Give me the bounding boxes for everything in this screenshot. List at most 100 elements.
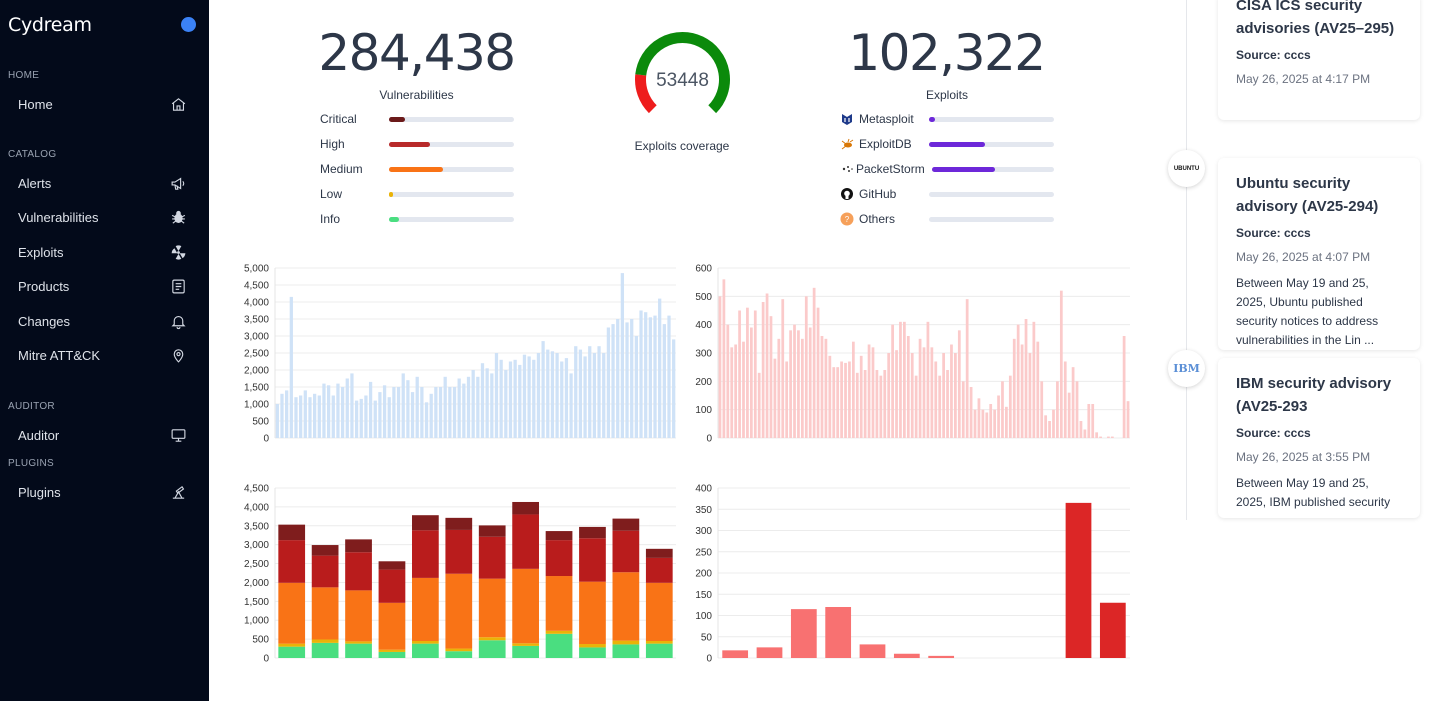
bar-segment[interactable]: [311, 555, 339, 588]
bar[interactable]: [644, 312, 648, 438]
bar-segment[interactable]: [579, 647, 606, 658]
bar[interactable]: [1020, 344, 1024, 439]
bar[interactable]: [401, 373, 405, 438]
bar[interactable]: [494, 353, 499, 438]
bar[interactable]: [373, 400, 377, 438]
bar[interactable]: [816, 307, 820, 438]
severity-row-low[interactable]: Low: [320, 185, 520, 203]
bar[interactable]: [420, 387, 424, 438]
card-title[interactable]: Ubuntu security advisory (AV25-294): [1236, 175, 1379, 215]
bar-segment[interactable]: [512, 514, 539, 569]
bar-segment[interactable]: [512, 568, 539, 644]
bar-segment[interactable]: [412, 530, 439, 578]
bar[interactable]: [1044, 415, 1048, 438]
bar-segment[interactable]: [612, 572, 640, 641]
bar[interactable]: [578, 349, 583, 438]
bar[interactable]: [317, 395, 321, 439]
bar-segment[interactable]: [278, 524, 306, 541]
bar[interactable]: [973, 409, 977, 438]
severity-row-high[interactable]: High: [320, 135, 520, 153]
bar-segment[interactable]: [412, 641, 439, 644]
bar-segment[interactable]: [278, 540, 306, 583]
bar[interactable]: [424, 402, 429, 438]
bar[interactable]: [836, 367, 840, 438]
sidebar-item-vulnerabilities[interactable]: Vulnerabilities: [0, 201, 209, 233]
severity-row-info[interactable]: Info: [320, 210, 520, 228]
bar[interactable]: [722, 279, 726, 438]
bar[interactable]: [359, 398, 363, 438]
bar[interactable]: [588, 346, 592, 438]
bar[interactable]: [620, 273, 625, 438]
bar[interactable]: [883, 370, 887, 438]
bar[interactable]: [777, 338, 781, 438]
bar[interactable]: [1001, 381, 1004, 438]
bar[interactable]: [1075, 381, 1079, 438]
bar[interactable]: [946, 370, 949, 438]
bar-segment[interactable]: [545, 633, 573, 658]
bar[interactable]: [350, 373, 354, 438]
bar-segment[interactable]: [311, 639, 339, 643]
bar-segment[interactable]: [478, 578, 506, 638]
bar[interactable]: [667, 315, 671, 438]
bar[interactable]: [903, 321, 906, 438]
bar[interactable]: [382, 385, 387, 438]
bar[interactable]: [313, 393, 317, 438]
bar[interactable]: [851, 341, 855, 438]
bar[interactable]: [364, 395, 368, 439]
exploit-source-row-exploitdb[interactable]: ExploitDB: [840, 135, 1060, 153]
bar[interactable]: [765, 293, 769, 439]
bar[interactable]: [848, 361, 851, 439]
bar-segment[interactable]: [545, 540, 573, 577]
bar[interactable]: [308, 397, 312, 438]
bar[interactable]: [825, 607, 852, 658]
bar-segment[interactable]: [311, 587, 339, 640]
bar[interactable]: [718, 296, 722, 438]
sidebar-item-changes[interactable]: Changes: [0, 305, 209, 337]
bar[interactable]: [429, 393, 433, 438]
bar[interactable]: [757, 372, 761, 438]
bar[interactable]: [513, 359, 517, 438]
bar-segment[interactable]: [412, 515, 439, 531]
bar-segment[interactable]: [545, 576, 573, 631]
bar[interactable]: [522, 354, 527, 438]
bar[interactable]: [926, 321, 930, 438]
bar[interactable]: [504, 370, 508, 438]
bar[interactable]: [993, 409, 997, 438]
bar[interactable]: [899, 321, 902, 438]
bar[interactable]: [840, 361, 843, 439]
bar[interactable]: [965, 299, 969, 438]
bar-segment[interactable]: [612, 640, 640, 645]
bar[interactable]: [368, 381, 373, 438]
bar[interactable]: [1024, 319, 1028, 438]
bar-segment[interactable]: [345, 590, 372, 642]
bar[interactable]: [867, 344, 871, 439]
timeline-card[interactable]: IBM security advisory (AV25-293 Source: …: [1218, 358, 1420, 518]
vulnerabilities-daily-chart[interactable]: 0 500 1,000 1,500 2,000 2,500 3,000 3,500 4,000 4…: [225, 260, 680, 445]
bar-segment[interactable]: [412, 643, 439, 658]
bar-segment[interactable]: [645, 641, 673, 644]
bar-segment[interactable]: [378, 651, 406, 658]
bar[interactable]: [336, 383, 340, 438]
bar[interactable]: [1005, 406, 1008, 438]
bar-segment[interactable]: [378, 561, 406, 570]
bar[interactable]: [753, 310, 757, 439]
bar[interactable]: [957, 330, 961, 438]
bar[interactable]: [1110, 436, 1114, 438]
bar[interactable]: [934, 361, 938, 439]
bar[interactable]: [797, 330, 800, 438]
exploit-source-row-packetstorm[interactable]: PacketStorm: [840, 160, 1060, 178]
bar[interactable]: [730, 347, 734, 438]
bar[interactable]: [289, 296, 293, 438]
exploits-monthly-chart[interactable]: 0 50 100 150 200 250 300 350 400: [680, 480, 1135, 665]
bar[interactable]: [804, 296, 808, 438]
bar-segment[interactable]: [345, 552, 372, 591]
sidebar-item-exploits[interactable]: Exploits: [0, 236, 209, 268]
bar[interactable]: [415, 376, 419, 438]
exploit-source-row-others[interactable]: ? Others: [840, 210, 1060, 228]
bar[interactable]: [910, 353, 914, 438]
bar[interactable]: [410, 392, 415, 438]
bar[interactable]: [1048, 421, 1051, 438]
sidebar-item-mitre[interactable]: Mitre ATT&CK: [0, 339, 209, 371]
bar-segment[interactable]: [278, 646, 306, 658]
severity-row-medium[interactable]: Medium: [320, 160, 520, 178]
